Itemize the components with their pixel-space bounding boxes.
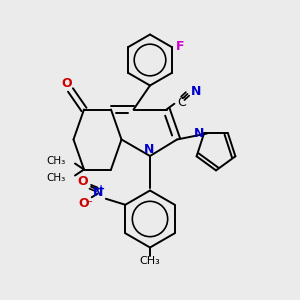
Text: N: N bbox=[190, 85, 201, 98]
Text: N: N bbox=[92, 186, 103, 199]
Text: +: + bbox=[97, 184, 105, 194]
Text: O: O bbox=[61, 77, 72, 90]
Text: F: F bbox=[176, 40, 185, 53]
Text: ⁻: ⁻ bbox=[86, 199, 92, 209]
Text: C: C bbox=[177, 96, 185, 109]
Text: CH₃: CH₃ bbox=[47, 156, 66, 166]
Text: N: N bbox=[144, 143, 154, 156]
Text: CH₃: CH₃ bbox=[140, 256, 160, 266]
Text: O: O bbox=[78, 197, 88, 210]
Text: N: N bbox=[194, 127, 204, 140]
Text: CH₃: CH₃ bbox=[47, 173, 66, 183]
Text: O: O bbox=[77, 175, 88, 188]
